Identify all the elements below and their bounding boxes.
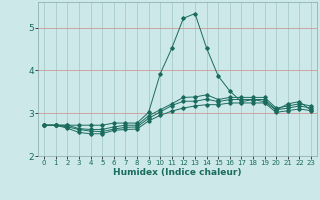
X-axis label: Humidex (Indice chaleur): Humidex (Indice chaleur) xyxy=(113,168,242,177)
